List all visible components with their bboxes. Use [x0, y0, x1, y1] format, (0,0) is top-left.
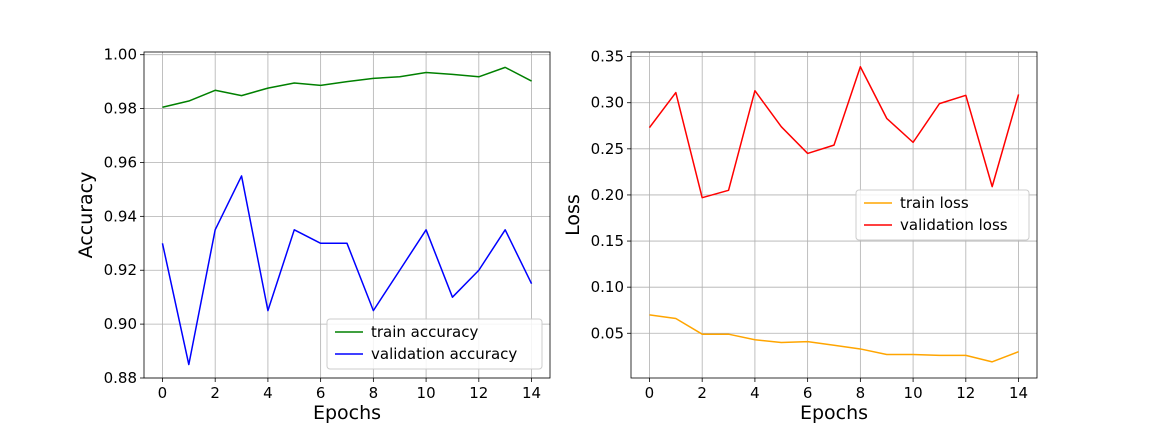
x-tick-label: 8 — [856, 384, 866, 402]
x-tick-label: 12 — [469, 384, 488, 402]
y-tick-label: 0.98 — [104, 100, 137, 118]
x-tick-label: 10 — [904, 384, 923, 402]
x-tick-label: 4 — [750, 384, 760, 402]
series-line-train-loss — [649, 314, 1019, 363]
x-tick-label: 2 — [697, 384, 707, 402]
x-axis-label: Epochs — [313, 402, 381, 424]
x-tick-label: 0 — [158, 384, 168, 402]
legend: train loss validation loss — [855, 189, 1030, 241]
y-tick-label: 0.05 — [591, 324, 624, 342]
legend-entry: validation accuracy — [371, 345, 517, 363]
legend: train accuracy validation accuracy — [326, 318, 543, 370]
y-tick-label: 0.94 — [104, 207, 137, 225]
y-tick-label: 0.30 — [591, 94, 624, 112]
y-axis-label: Loss — [562, 194, 584, 236]
series-line-validation-accuracy — [161, 175, 533, 366]
y-tick-label: 0.35 — [591, 48, 624, 66]
legend-entry: validation loss — [900, 216, 1008, 234]
y-tick-label: 0.10 — [591, 278, 624, 296]
series-line-train-accuracy — [162, 66, 532, 108]
y-tick-label: 0.90 — [104, 315, 137, 333]
series-line-validation-loss — [648, 66, 1020, 199]
x-tick-label: 8 — [369, 384, 379, 402]
y-tick-label: 0.20 — [591, 186, 624, 204]
x-tick-label: 6 — [316, 384, 326, 402]
loss-chart: 0 2 4 6 8 10 12 14 0.05 0.10 0.15 0.20 0.25 0.30 0.35 E… — [562, 48, 1038, 424]
plot-frame — [143, 51, 551, 379]
x-tick-label: 14 — [522, 384, 541, 402]
legend-box — [855, 189, 1030, 241]
y-tick-label: 0.88 — [104, 369, 137, 387]
legend-entry: train loss — [900, 194, 969, 212]
x-tick-label: 10 — [417, 384, 436, 402]
x-tick-label: 6 — [803, 384, 813, 402]
legend-entry: train accuracy — [371, 323, 478, 341]
y-tick-label: 1.00 — [104, 46, 137, 64]
x-tick-label: 4 — [263, 384, 273, 402]
x-tick-label: 14 — [1009, 384, 1028, 402]
y-tick-label: 0.96 — [104, 153, 137, 171]
y-tick-label: 0.15 — [591, 232, 624, 250]
x-axis-label: Epochs — [800, 402, 868, 424]
accuracy-chart: 0 2 4 6 8 10 12 14 0.88 0.90 0.92 0.94 0.96 0.98 1.00 E… — [75, 46, 551, 424]
y-axis-label: Accuracy — [75, 172, 97, 259]
x-tick-label: 2 — [210, 384, 220, 402]
legend-box — [326, 318, 543, 370]
x-tick-label: 0 — [645, 384, 655, 402]
y-tick-label: 0.92 — [104, 261, 137, 279]
plot-frame — [630, 51, 1038, 379]
y-tick-label: 0.25 — [591, 140, 624, 158]
x-tick-label: 12 — [956, 384, 975, 402]
